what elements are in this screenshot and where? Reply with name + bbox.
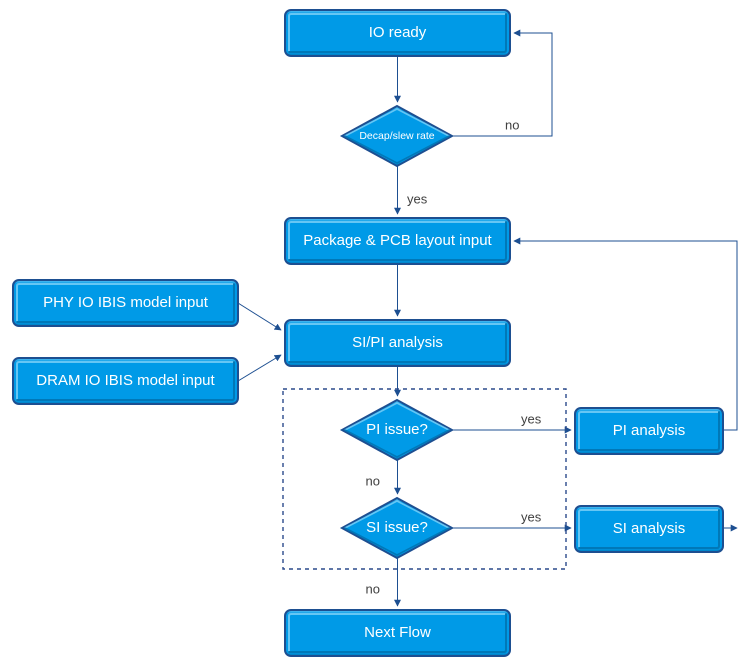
node-decap: Decap/slew rate bbox=[342, 106, 452, 166]
edge-label-si-no: no bbox=[366, 581, 380, 596]
nodes-group: IO ready Decap/slew rate Package & PCB lay… bbox=[13, 10, 723, 656]
node-sipi: SI/PI analysis bbox=[285, 320, 510, 366]
node-si_analysis: SI analysis bbox=[575, 506, 723, 552]
edge-label-pi-no: no bbox=[366, 473, 380, 488]
flowchart-canvas: IO ready Decap/slew rate Package & PCB lay… bbox=[0, 0, 745, 668]
edge-label-decap-no: no bbox=[505, 117, 519, 132]
edge-dram-to-sipi bbox=[238, 355, 281, 381]
edge-pi-analysis-back bbox=[514, 241, 737, 430]
node-pkg_pcb: Package & PCB layout input bbox=[285, 218, 510, 264]
edge-label-pi-yes: yes bbox=[521, 411, 542, 426]
node-io_ready: IO ready bbox=[285, 10, 510, 56]
node-dram_ibis: DRAM IO IBIS model input bbox=[13, 358, 238, 404]
edge-label-decap-yes: yes bbox=[407, 191, 428, 206]
edge-label-si-yes: yes bbox=[521, 509, 542, 524]
edge-phy-to-sipi bbox=[238, 303, 281, 330]
node-next_flow: Next Flow bbox=[285, 610, 510, 656]
node-si_issue: SI issue? bbox=[342, 498, 452, 558]
node-pi_issue: PI issue? bbox=[342, 400, 452, 460]
node-phy_ibis: PHY IO IBIS model input bbox=[13, 280, 238, 326]
node-pi_analysis: PI analysis bbox=[575, 408, 723, 454]
